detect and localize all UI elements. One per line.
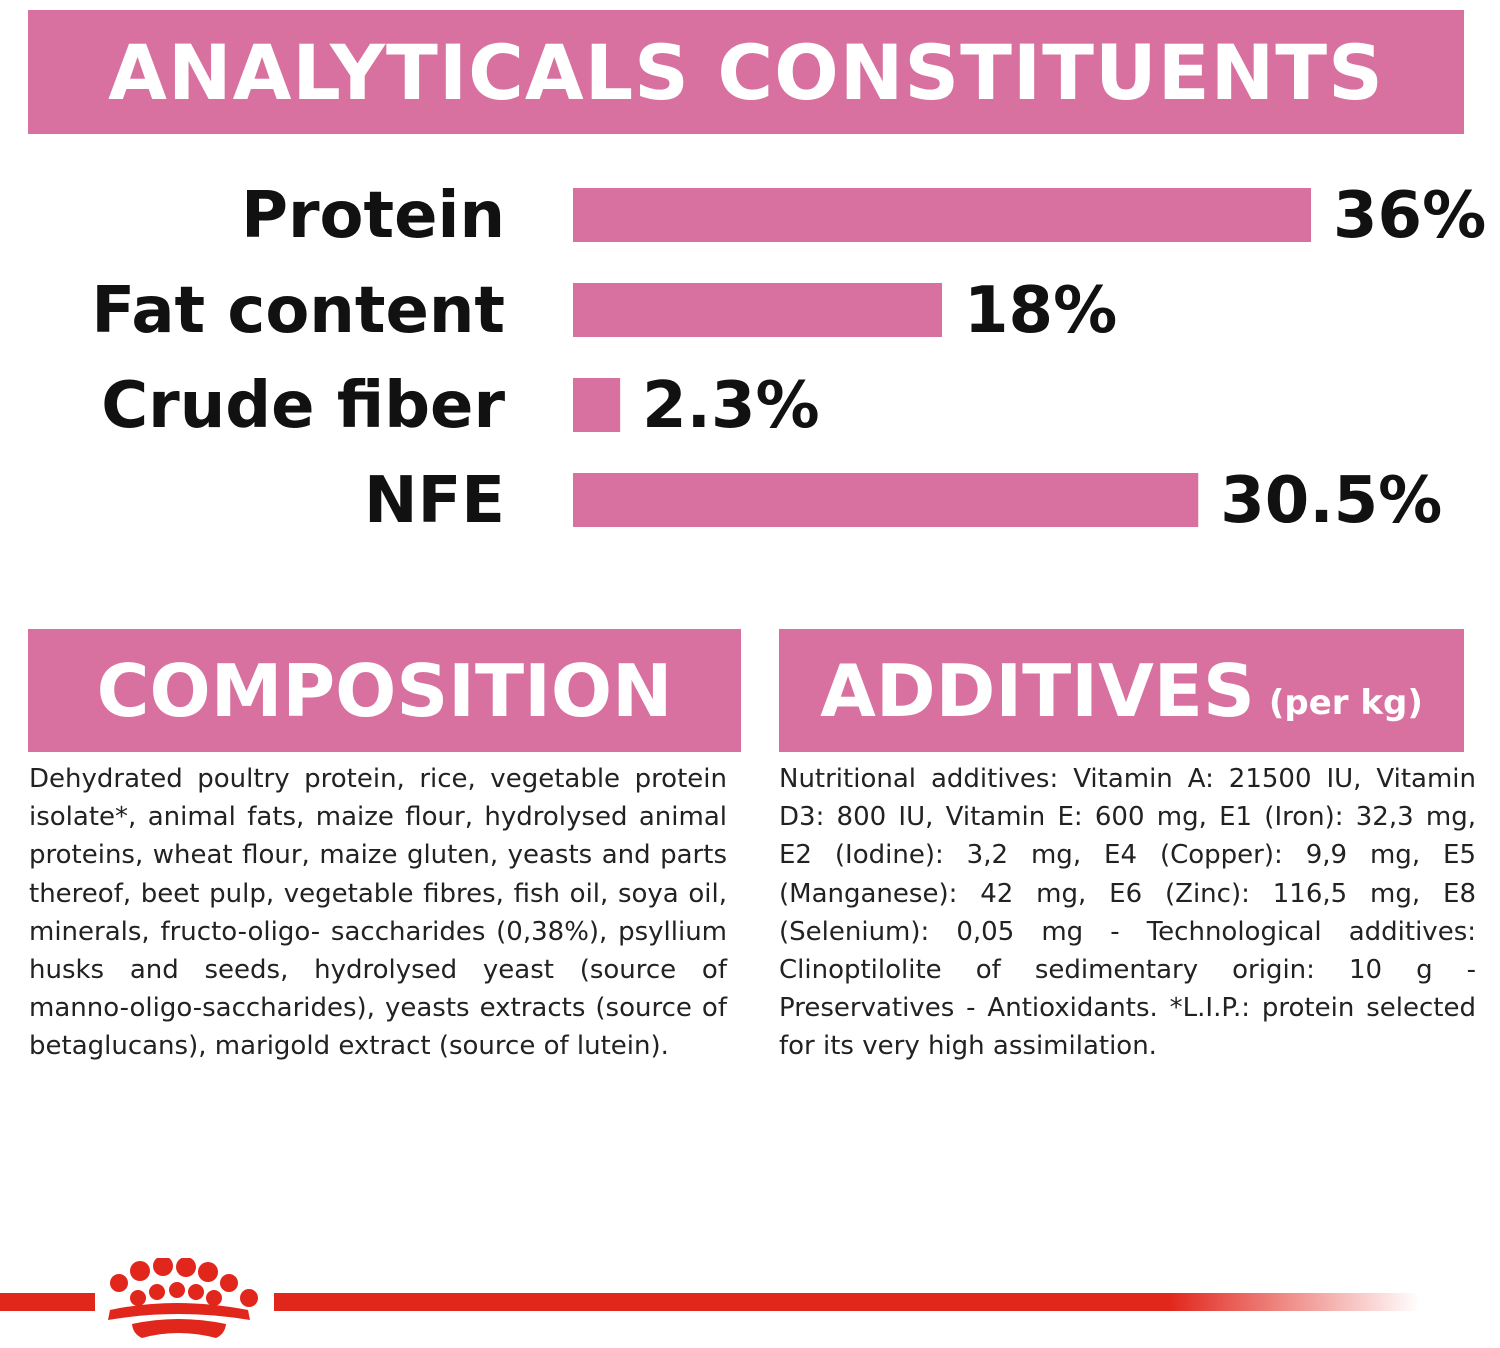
analytical-constituents-title: ANALYTICALS CONSTITUENTS	[108, 27, 1384, 117]
composition-banner: COMPOSITION	[28, 629, 741, 752]
value-label: 30.5%	[1220, 464, 1442, 538]
analytical-constituents-banner: ANALYTICALS CONSTITUENTS	[28, 10, 1464, 134]
value-label: 2.3%	[642, 369, 820, 443]
bar	[573, 378, 621, 432]
additives-title: ADDITIVES	[820, 648, 1255, 733]
value-label: 36%	[1333, 179, 1486, 253]
crown-icon	[108, 1258, 258, 1338]
category-label: Crude fiber	[101, 369, 505, 443]
category-label: Protein	[241, 179, 505, 253]
bar	[573, 473, 1199, 527]
bar	[573, 283, 942, 337]
additives-subtitle: (per kg)	[1268, 682, 1423, 723]
brand-footer	[0, 1258, 1420, 1338]
footer-line-left	[0, 1293, 95, 1311]
value-label: 18%	[964, 274, 1117, 348]
composition-text: Dehydrated poultry protein, rice, vegeta…	[29, 764, 727, 1062]
category-label: NFE	[364, 464, 505, 538]
additives-text: Nutritional additives: Vitamin A: 21500 …	[779, 764, 1476, 1062]
footer-line-right	[274, 1293, 1420, 1311]
category-label: Fat content	[91, 274, 505, 348]
bar	[573, 188, 1311, 242]
constituents-bar-chart: Protein 36% Fat content 18% Crude fiber 2.3% N…	[91, 179, 1486, 538]
composition-title: COMPOSITION	[96, 648, 673, 733]
additives-banner: ADDITIVES (per kg)	[779, 629, 1464, 752]
